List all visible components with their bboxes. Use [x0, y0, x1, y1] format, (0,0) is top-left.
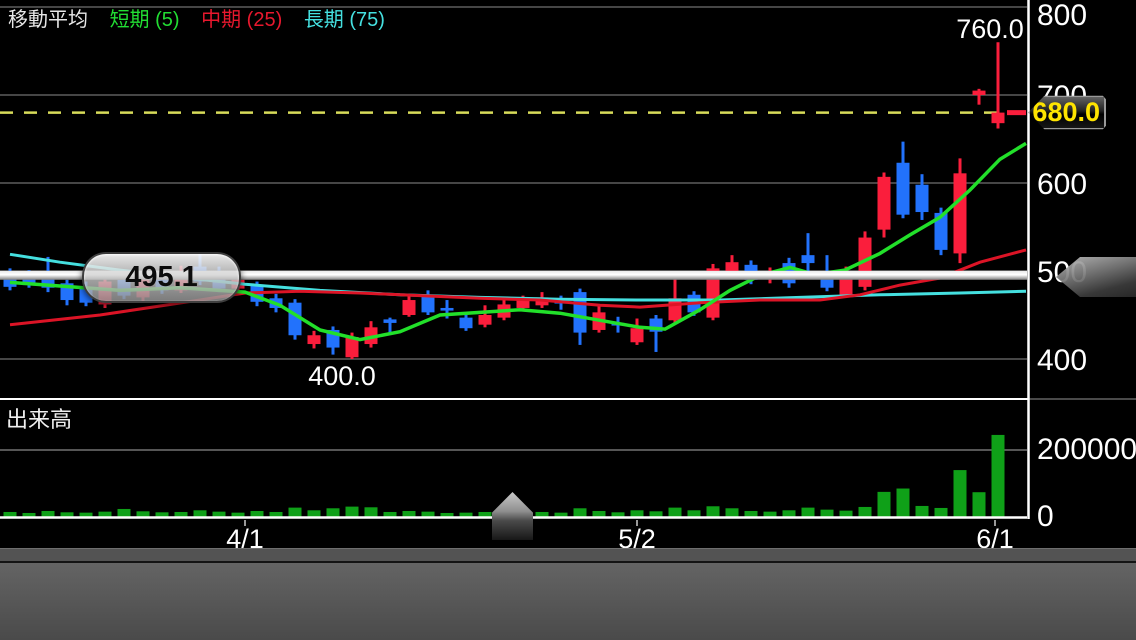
scroll-track[interactable] [0, 548, 1136, 562]
legend-title: 移動平均 [8, 9, 88, 31]
low-price-label: 400.0 [308, 361, 376, 391]
high-price-label: 760.0 [956, 14, 1024, 44]
moving-average-legend: 移動平均 短期 (5) 中期 (25) 長期 (75) [8, 3, 401, 32]
volume-axis-label: 0 [1037, 500, 1054, 533]
legend-ma-mid: 中期 (25) [201, 9, 283, 31]
legend-ma-short: 短期 (5) [109, 9, 180, 31]
price-axis-label: 600 [1037, 168, 1088, 201]
volume-pane-title: 出来高 [6, 407, 73, 432]
bottom-toolbar: 4736 東証 日本ラッド 1分 5分 日足 週足 月足 設定 [0, 561, 1136, 640]
legend-ma-long: 長期 (75) [303, 9, 385, 31]
current-price-pill[interactable]: 495.1 [82, 252, 241, 303]
price-axis-label: 400 [1037, 344, 1088, 377]
price-axis-label: 800 [1037, 0, 1088, 32]
last-price-badge: 680.0 [1028, 95, 1106, 130]
